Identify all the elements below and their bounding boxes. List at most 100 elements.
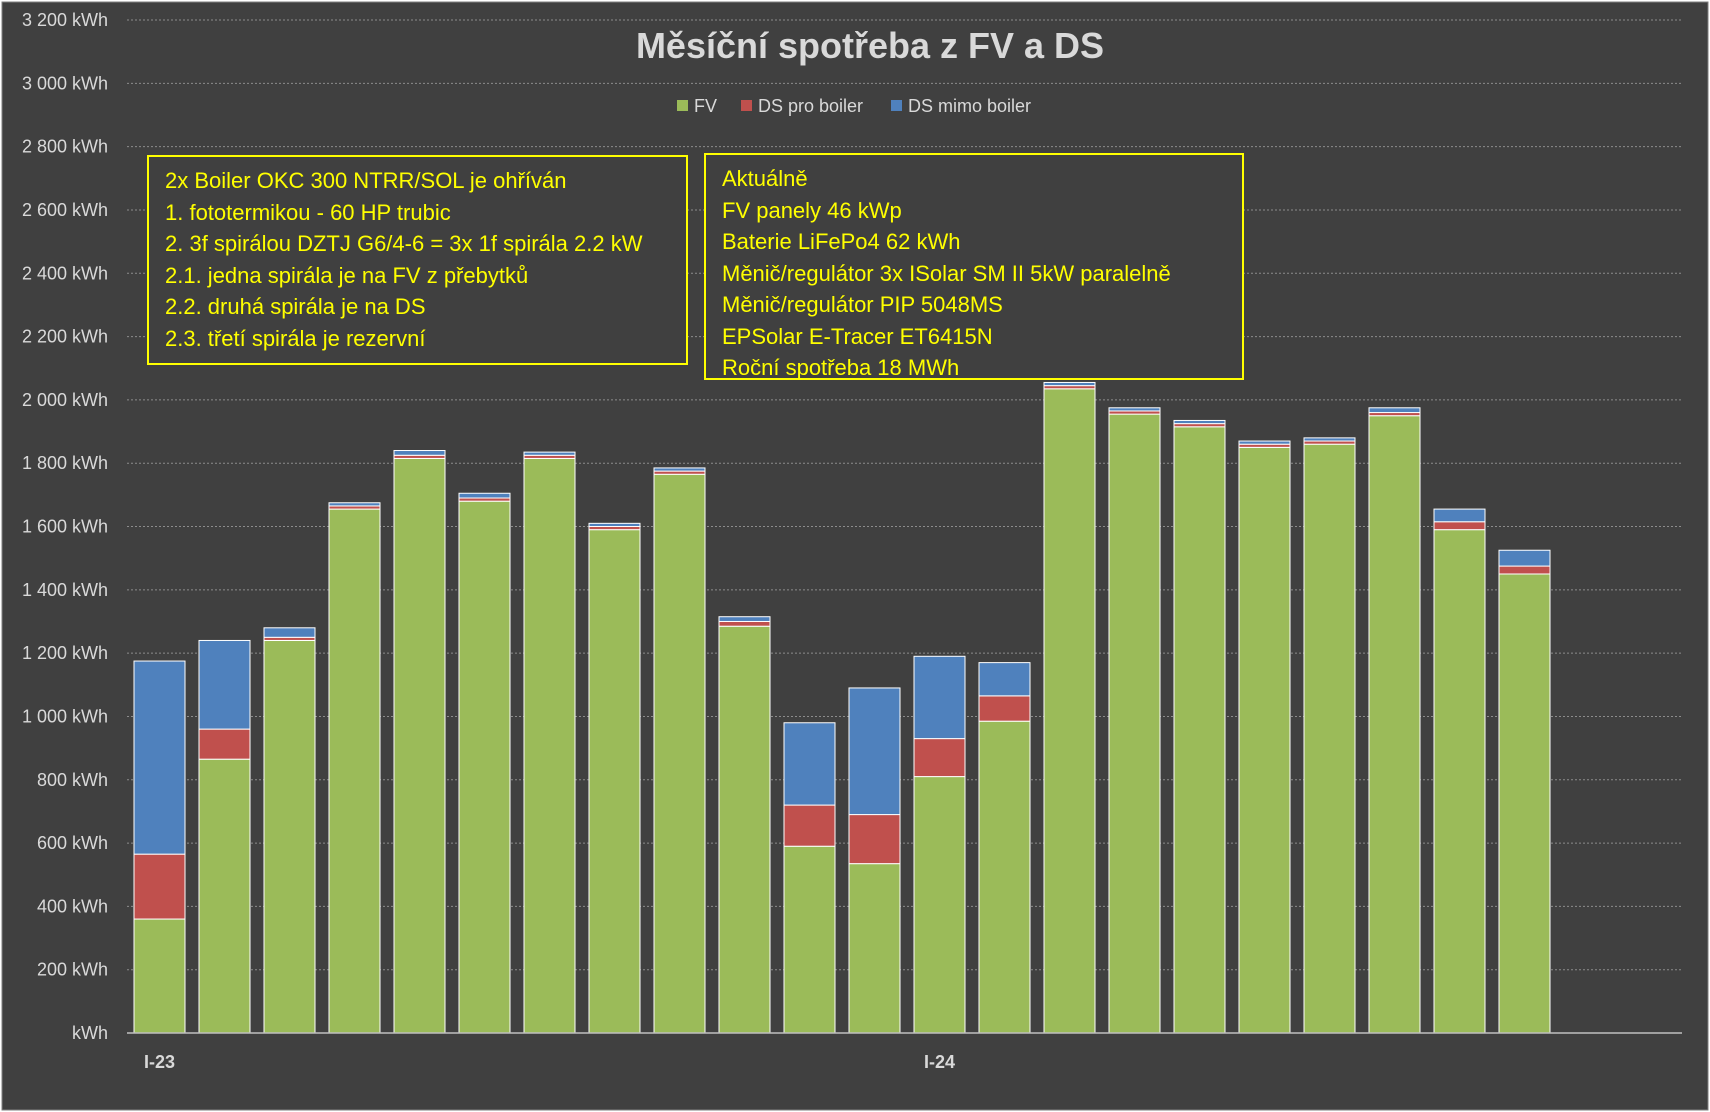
boiler-info-box: 2x Boiler OKC 300 NTRR/SOL je ohříván 1. … (147, 155, 688, 365)
bar-stack (1303, 437, 1356, 1034)
bar-segment (978, 695, 1031, 722)
y-tick-label: 1 200 kWh (22, 643, 108, 663)
bar-segment (1433, 521, 1486, 531)
bar-segment (1043, 388, 1096, 1034)
bar-segment (588, 522, 641, 527)
note-line: 2.3. třetí spirála je rezervní (165, 325, 426, 351)
y-tick-label: 3 200 kWh (22, 10, 108, 30)
bar-segment (133, 918, 186, 1034)
legend-swatch (891, 100, 902, 111)
note-line: Roční spotřeba 18 MWh (722, 355, 960, 380)
bar-segment (978, 720, 1031, 1034)
bar-segment (458, 500, 511, 1034)
note-line: FV panely 46 kWp (722, 197, 902, 223)
bar-segment (328, 508, 381, 1034)
y-tick-label: 1 400 kWh (22, 580, 108, 600)
bar-segment (783, 804, 836, 847)
bar-segment (1173, 419, 1226, 425)
legend: FV DS pro boiler DS mimo boiler (677, 96, 1031, 116)
bar-segment (848, 863, 901, 1034)
x-tick-label: I-24 (924, 1052, 955, 1072)
legend-swatch (677, 100, 688, 111)
bar-segment (458, 492, 511, 499)
bar-segment (718, 616, 771, 622)
legend-label: DS pro boiler (758, 96, 863, 116)
bar-segment (198, 758, 251, 1034)
bar-segment (1498, 565, 1551, 575)
note-line: Aktuálně (722, 166, 808, 191)
bar-segment (588, 529, 641, 1034)
note-line: 1. fototermikou - 60 HP trubic (165, 199, 451, 225)
bar-stack (263, 627, 316, 1034)
bar-segment (523, 451, 576, 456)
bar-segment (198, 639, 251, 730)
bar-stack (198, 639, 251, 1034)
bar-stack (588, 522, 641, 1034)
bar-segment (718, 625, 771, 1034)
bar-segment (263, 639, 316, 1034)
y-tick-label: 800 kWh (37, 770, 108, 790)
bar-segment (1043, 381, 1096, 387)
y-tick-label: 2 800 kWh (22, 137, 108, 157)
x-axis-labels: I-23 I-24 (144, 1052, 955, 1072)
y-tick-label: kWh (72, 1023, 108, 1043)
bar-segment (783, 845, 836, 1034)
bar-segment (848, 814, 901, 865)
note-line: EPSolar E-Tracer ET6415N (722, 323, 993, 349)
bar-segment (198, 728, 251, 760)
y-tick-label: 1 600 kWh (22, 517, 108, 537)
bar-segment (1238, 440, 1291, 445)
note-line: Měnič/regulátor 3x ISolar SM II 5kW para… (722, 260, 1171, 286)
bar-segment (978, 662, 1031, 697)
bar-stack (848, 687, 901, 1034)
bar-stack (1498, 549, 1551, 1034)
legend-label: FV (694, 96, 717, 116)
note-line: 2. 3f spirálou DZTJ G6/4-6 = 3x 1f spirá… (165, 231, 643, 256)
bar-segment (653, 467, 706, 472)
bar-segment (133, 853, 186, 920)
bar-segment (523, 457, 576, 1034)
bar-segment (1238, 446, 1291, 1034)
bar-stack (328, 502, 381, 1034)
bar-segment (328, 502, 381, 507)
y-tick-label: 1 000 kWh (22, 706, 108, 726)
bar-segment (1303, 443, 1356, 1034)
bar-segment (913, 655, 966, 740)
y-tick-label: 3 000 kWh (22, 73, 108, 93)
bar-segment (783, 722, 836, 806)
bar-segment (1108, 413, 1161, 1034)
bar-segment (913, 776, 966, 1034)
bar-segment (263, 627, 316, 638)
bar-segment (1368, 407, 1421, 414)
bar-segment (718, 620, 771, 627)
note-line: Baterie LiFePo4 62 kWh (722, 229, 961, 254)
bar-stack (133, 660, 186, 1034)
y-tick-label: 600 kWh (37, 833, 108, 853)
note-line: 2.1. jedna spirála je na FV z přebytků (165, 262, 529, 288)
system-info-box: Aktuálně FV panely 46 kWp Baterie LiFePo4 … (704, 153, 1244, 380)
y-axis-labels: kWh 200 kWh 400 kWh 600 kWh 800 kWh 1 000 kWh… (22, 10, 108, 1043)
y-tick-label: 2 400 kWh (22, 263, 108, 283)
bar-segment (1498, 549, 1551, 567)
note-line: 2x Boiler OKC 300 NTRR/SOL je ohříván (165, 168, 567, 193)
y-tick-label: 2 200 kWh (22, 327, 108, 347)
y-tick-label: 2 600 kWh (22, 200, 108, 220)
bar-stack (1173, 419, 1226, 1034)
bar-stack (718, 616, 771, 1034)
bar-segment (1498, 573, 1551, 1034)
bar-segment (1173, 426, 1226, 1034)
chart-title: Měsíční spotřeba z FV a DS (636, 25, 1104, 66)
bar-stack (1043, 381, 1096, 1034)
bar-stack (1433, 508, 1486, 1034)
bar-stack (1238, 440, 1291, 1034)
bar-stack (913, 655, 966, 1034)
legend-label: DS mimo boiler (908, 96, 1031, 116)
bar-segment (1368, 415, 1421, 1034)
bar-segment (133, 660, 186, 855)
bar-stack (393, 450, 446, 1034)
bars (133, 381, 1551, 1034)
y-tick-label: 400 kWh (37, 896, 108, 916)
note-line: 2.2. druhá spirála je na DS (165, 294, 426, 319)
note-line: Měnič/regulátor PIP 5048MS (722, 292, 1003, 317)
bar-stack (1108, 407, 1161, 1034)
